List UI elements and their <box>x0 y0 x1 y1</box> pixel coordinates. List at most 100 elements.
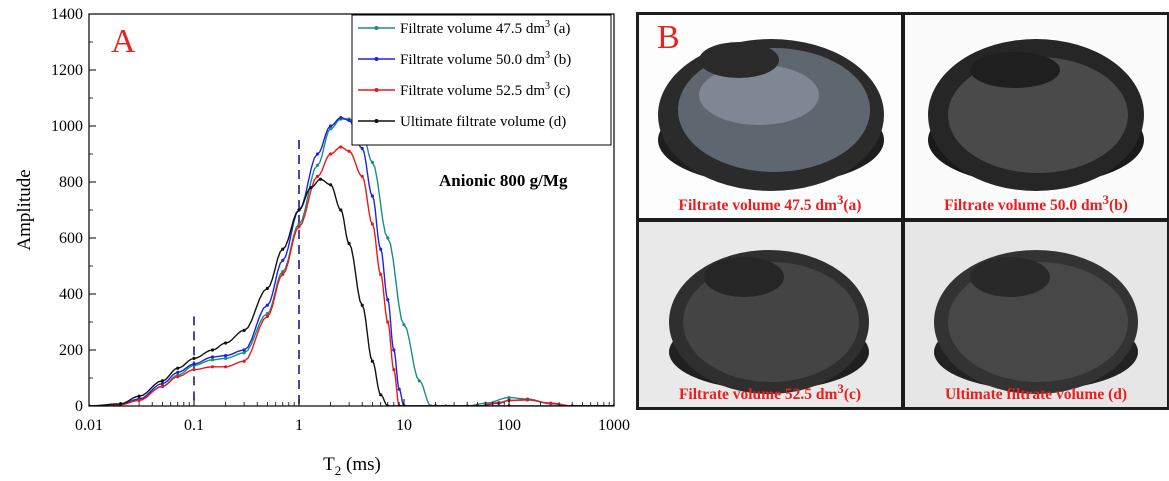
x-tick-label: 1 <box>295 417 303 434</box>
data-point <box>192 362 196 366</box>
x-tick-label: 100 <box>497 417 521 434</box>
legend-marker <box>374 88 379 92</box>
x-tick-label: 10 <box>396 417 412 434</box>
data-point <box>370 222 374 226</box>
data-point <box>192 368 196 372</box>
x-tick-label: 1000 <box>598 417 630 434</box>
data-point <box>309 186 313 190</box>
panel-label-b: B <box>657 19 680 56</box>
annotation-dose: Anionic 800 g/Mg <box>439 171 568 190</box>
y-tick-label: 1400 <box>51 6 83 23</box>
data-point <box>370 194 374 198</box>
data-point <box>347 149 351 153</box>
data-point <box>329 183 333 187</box>
data-point <box>315 163 320 167</box>
data-point <box>315 152 320 156</box>
data-point <box>525 398 530 402</box>
data-point <box>160 384 164 388</box>
data-point <box>370 359 374 363</box>
data-point <box>392 348 396 352</box>
photo-caption-a: Filtrate volume 47.5 dm3(a) <box>678 191 862 214</box>
data-point <box>379 393 383 397</box>
sludge-cake-photo-d <box>905 222 1167 407</box>
data-point <box>137 394 141 398</box>
y-tick-label: 0 <box>75 398 83 415</box>
data-point <box>347 242 351 246</box>
data-point <box>549 401 553 405</box>
y-tick-label: 1000 <box>51 118 83 135</box>
data-point <box>281 258 285 262</box>
legend-label: Filtrate volume 50.0 dm3 (b) <box>400 50 571 68</box>
legend-label: Filtrate volume 47.5 dm3 (a) <box>400 19 570 37</box>
data-point <box>242 348 246 352</box>
data-point <box>339 208 343 212</box>
data-point <box>386 236 390 240</box>
data-point <box>329 124 333 128</box>
data-point <box>224 354 228 358</box>
data-point <box>265 312 269 316</box>
data-point <box>329 152 333 156</box>
data-point <box>224 341 228 345</box>
legend-label: Filtrate volume 52.5 dm3 (c) <box>400 81 570 99</box>
data-point <box>224 356 228 360</box>
data-point <box>386 320 390 324</box>
series-layer <box>89 116 614 406</box>
photo-d: Ultimate filtrate volume (d) <box>905 222 1167 407</box>
data-point <box>176 375 180 379</box>
y-axis: 0 200 400 600 800 1000 1200 1400 <box>51 6 96 415</box>
data-point <box>176 366 180 370</box>
sludge-cake-photo-c <box>639 222 901 407</box>
legend-marker <box>374 119 379 123</box>
data-point <box>281 272 285 276</box>
series-line <box>89 146 614 406</box>
data-point <box>160 379 164 383</box>
data-point <box>281 247 285 251</box>
data-point <box>210 365 215 369</box>
data-point <box>242 328 246 332</box>
legend-marker <box>374 26 379 30</box>
data-point <box>329 127 333 131</box>
data-point <box>265 286 269 290</box>
data-point <box>315 174 320 178</box>
x-tick-label: 0.01 <box>75 417 103 434</box>
panel-label-a: A <box>111 23 136 60</box>
photo-b: Filtrate volume 50.0 dm3(b) <box>905 15 1167 218</box>
data-point <box>417 379 421 383</box>
sludge-cake-photo-b <box>905 15 1167 218</box>
data-point <box>242 351 246 355</box>
y-tick-label: 200 <box>59 342 83 359</box>
x-axis: 0.01 0.1 1 10 100 1000 <box>75 399 630 434</box>
data-point <box>192 356 196 360</box>
data-point <box>137 398 141 402</box>
photo-a: Filtrate volume 47.5 dm3(a) B <box>639 15 901 218</box>
data-point <box>339 116 343 120</box>
data-point <box>379 247 383 251</box>
photo-c: Filtrate volume 52.5 dm3(c) <box>639 222 901 407</box>
data-point <box>360 303 364 307</box>
y-tick-label: 800 <box>59 174 83 191</box>
data-point <box>265 303 269 307</box>
data-point <box>224 365 228 369</box>
data-point <box>402 323 406 327</box>
data-point <box>392 368 396 372</box>
y-tick-label: 1200 <box>51 62 83 79</box>
legend-box <box>351 14 612 146</box>
data-point <box>176 370 180 374</box>
x-tick-label: 0.1 <box>184 417 204 434</box>
legend-label: Ultimate filtrate volume (d) <box>400 114 566 130</box>
series-line <box>89 116 614 406</box>
series-line <box>89 118 614 406</box>
y-tick-label: 600 <box>59 230 83 247</box>
data-point <box>370 160 374 164</box>
legend-marker <box>374 57 379 61</box>
x-axis-title: T2 (ms) <box>323 454 381 478</box>
sludge-cake-photo-a <box>639 15 901 218</box>
photo-panel-b: Filtrate volume 47.5 dm3(a) B Filtrate v… <box>636 12 1169 410</box>
data-point <box>360 174 364 178</box>
data-point <box>297 225 301 229</box>
data-point <box>297 208 301 212</box>
data-point <box>318 177 323 181</box>
data-point <box>347 118 351 122</box>
nmr-t2-chart: 0.01 0.1 1 10 100 1000 0 200 400 600 800 1000 1200 1… <box>14 6 630 478</box>
y-axis-title: Amplitude <box>14 169 35 250</box>
